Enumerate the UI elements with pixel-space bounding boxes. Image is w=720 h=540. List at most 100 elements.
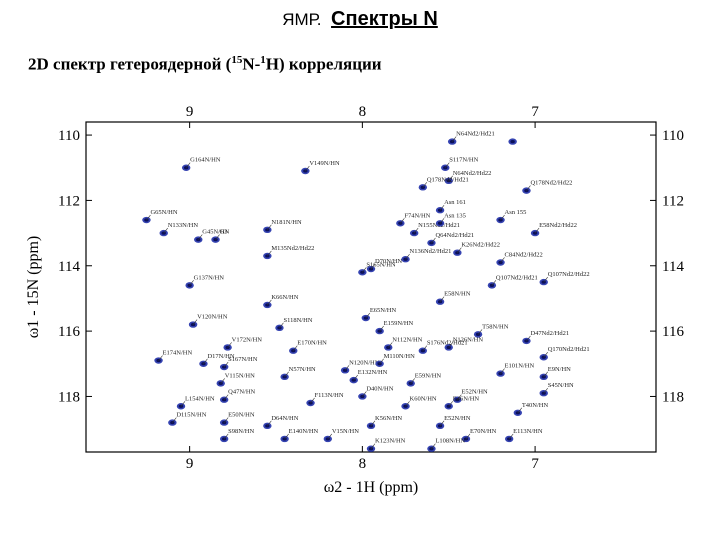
peak-leader-60 — [405, 401, 410, 407]
peak-label-51: E132N/HN — [358, 369, 388, 376]
peak-leader-35 — [477, 329, 483, 335]
peak-leader-13 — [215, 234, 220, 240]
peak-label-2: N64Nd2/Hd21 — [456, 131, 495, 138]
peak-label-48: E101N/HN — [505, 363, 535, 370]
peak-leader-25 — [362, 267, 367, 273]
peak-label-74: E113N/HN — [513, 428, 543, 435]
peak-core-67 — [437, 424, 443, 428]
peak-leader-40 — [422, 345, 428, 351]
peak-leader-8 — [439, 205, 445, 211]
peak-label-71: V15N/HN — [332, 428, 359, 435]
peak-core-51 — [351, 378, 356, 382]
peak-label-66: K56N/HN — [375, 415, 402, 422]
peak-leader-56 — [457, 394, 462, 400]
peak-leader-63 — [172, 417, 177, 423]
peak-label-28: G137N/HN — [194, 274, 225, 281]
y-tick-label-left: 110 — [58, 128, 80, 144]
peak-leader-24 — [500, 257, 505, 263]
peak-label-40: S176Nd2/Hd21 — [427, 340, 468, 347]
peak-leader-20 — [534, 227, 540, 234]
peak-leader-67 — [439, 420, 445, 427]
plot-frame — [85, 121, 657, 453]
peak-core-38 — [291, 349, 296, 353]
x-tick-label-top: 8 — [359, 104, 367, 120]
peak-leader-41 — [448, 342, 453, 348]
peak-leader-43 — [158, 355, 163, 361]
peak-label-50: N57N/HN — [289, 366, 316, 373]
peak-leader-5 — [445, 162, 450, 168]
peak-label-32: V120N/HN — [197, 314, 228, 321]
peak-label-11: G45N/HN — [202, 229, 229, 236]
peak-leader-32 — [192, 319, 198, 325]
peak-label-1: V149N/HN — [309, 160, 340, 167]
peak-leader-37 — [227, 342, 232, 348]
peak-leader-30 — [365, 312, 371, 319]
peak-label-20: E58Nd2/Hd22 — [539, 222, 577, 229]
peak-leader-2 — [451, 136, 457, 142]
subtitle-post: H) корреляции — [265, 54, 382, 74]
peak-core-60 — [403, 404, 408, 408]
peak-label-59: F113N/HN — [315, 392, 344, 399]
peak-label-0: G164N/HN — [190, 157, 221, 164]
peak-leader-72 — [370, 443, 376, 449]
y-tick-label-left: 112 — [58, 193, 80, 209]
peak-label-29: K66N/HN — [271, 294, 298, 301]
peak-label-68: E70N/HN — [470, 428, 497, 435]
peak-label-72: K123N/HN — [375, 438, 406, 445]
x-tick-label-bottom: 9 — [186, 456, 194, 472]
peak-leader-15 — [400, 218, 405, 224]
peak-leader-49 — [220, 378, 225, 384]
peak-leader-10 — [163, 227, 168, 234]
peak-core-46 — [342, 368, 348, 372]
y-tick-label-right: 116 — [662, 324, 684, 340]
peak-leader-73 — [431, 443, 436, 449]
peak-label-13: G3 — [220, 229, 228, 236]
peak-label-15: F74N/HN — [404, 212, 430, 219]
peak-leader-50 — [284, 371, 289, 378]
peak-leader-11 — [198, 234, 203, 240]
title-prefix: ЯМР. — [282, 10, 322, 29]
peak-core-31 — [437, 300, 443, 304]
peak-label-49: V115N/HN — [225, 372, 255, 379]
peak-label-64: E50N/HN — [228, 412, 255, 419]
y-axis-label: ω1 - 15N (ppm) — [25, 236, 42, 339]
peak-label-61: E46N/HN — [453, 395, 480, 402]
peak-label-4: N64Nd2/Hd22 — [453, 170, 492, 177]
peak-leader-7 — [526, 185, 531, 191]
y-tick-label-right: 110 — [662, 128, 684, 144]
peak-core-17 — [437, 221, 443, 225]
peak-leader-12 — [267, 224, 272, 231]
peak-label-39: N112N/HN — [392, 336, 422, 343]
peak-leader-14 — [267, 250, 272, 257]
peak-core-73 — [429, 447, 434, 451]
peak-core-41 — [446, 345, 451, 350]
peak-leader-21 — [457, 247, 462, 253]
peak-leader-46 — [344, 365, 350, 371]
peak-leader-29 — [267, 299, 272, 306]
subtitle-mid: N- — [242, 54, 261, 74]
peak-label-19: Asn 155 — [505, 209, 527, 216]
peak-leader-23 — [370, 263, 376, 270]
peak-leader-45 — [223, 361, 229, 368]
peak-leader-52 — [410, 378, 415, 384]
peak-label-18: Q64Nd2/Hd21 — [435, 232, 474, 239]
y-tick-label-right: 112 — [662, 193, 684, 209]
subtitle-sup-15: 15 — [231, 54, 243, 66]
peak-leader-39 — [388, 342, 393, 348]
peak-label-24: C84Nd2/Hd22 — [505, 251, 543, 258]
peak-core-61 — [446, 404, 451, 408]
peak-leader-28 — [189, 280, 194, 286]
peak-label-69: S98N/HN — [228, 428, 254, 435]
peak-leader-61 — [448, 401, 453, 407]
peak-leader-66 — [370, 420, 376, 427]
peak-leader-51 — [353, 374, 358, 381]
peak-leader-16 — [413, 227, 419, 234]
peak-label-53: E9N/HN — [548, 366, 571, 373]
peak-leader-70 — [284, 433, 289, 440]
peak-label-57: S45N/HN — [548, 382, 574, 389]
peak-leader-22 — [405, 254, 410, 260]
peak-label-45: S167N/HN — [228, 356, 258, 363]
peak-label-36: D47Nd2/Hd21 — [530, 330, 569, 337]
peak-label-17: Asn 135 — [444, 212, 466, 219]
